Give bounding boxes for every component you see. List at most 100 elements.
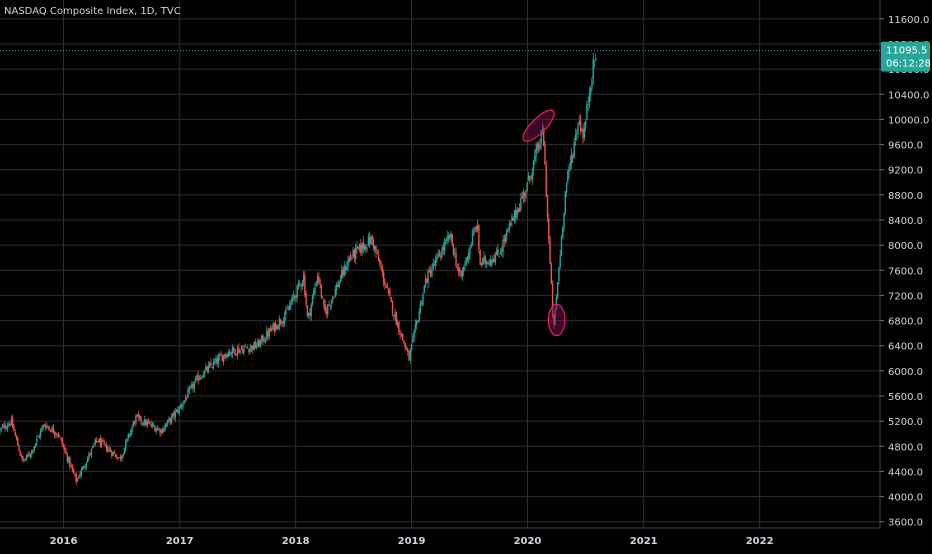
candle-body: [391, 301, 394, 314]
price-badge-countdown: 06:12:28: [886, 59, 931, 70]
candle-body: [363, 244, 366, 251]
candle-body: [269, 328, 272, 332]
candle-body: [12, 417, 14, 428]
candle-body: [520, 198, 522, 211]
candle-body: [426, 278, 428, 283]
candle-body: [70, 465, 72, 467]
candle-body: [319, 281, 321, 284]
candle-body: [211, 367, 213, 369]
candle-body: [75, 474, 77, 483]
candle-body: [456, 267, 459, 269]
candle-body: [338, 281, 340, 288]
candle-body: [144, 419, 146, 426]
candle-body: [149, 423, 151, 424]
x-tick-label: 2016: [50, 536, 78, 547]
candle-body: [551, 283, 554, 316]
candle-body: [62, 445, 65, 448]
candle-body: [545, 165, 547, 197]
candle-body: [69, 456, 71, 467]
candle-body: [200, 377, 202, 379]
candle-body: [229, 351, 231, 354]
candle-body: [288, 305, 291, 310]
candle-body: [42, 424, 44, 428]
candle-body: [577, 126, 579, 135]
candle-body: [447, 236, 450, 239]
candle-body: [188, 388, 190, 391]
candle-body: [140, 416, 142, 423]
candle-body: [493, 258, 495, 263]
y-tick-label: 8800.0: [888, 191, 923, 202]
candle-body: [559, 254, 561, 267]
candle-body: [118, 457, 121, 458]
candle-body: [382, 272, 385, 283]
candle-body: [384, 281, 386, 286]
candle-body: [194, 378, 197, 383]
candle-body: [581, 128, 583, 131]
candle-body: [230, 353, 232, 355]
candle-body: [236, 348, 239, 356]
candle-body: [51, 427, 53, 432]
candle-body: [401, 333, 404, 341]
candle-body: [531, 172, 533, 180]
candle-body: [337, 284, 339, 287]
candle-body: [537, 144, 540, 148]
candle-body: [328, 304, 330, 306]
candle-body: [266, 330, 268, 339]
candle-body: [558, 267, 560, 281]
candle-body: [591, 79, 593, 87]
candle-body: [83, 466, 85, 468]
candle-body: [227, 351, 230, 357]
candle-body: [366, 247, 368, 249]
candle-body: [263, 340, 265, 342]
candle-body: [532, 161, 535, 171]
candle-body: [47, 426, 49, 428]
candle-body: [72, 469, 75, 474]
candle-body: [349, 257, 352, 259]
candle-body: [119, 456, 122, 460]
chart-title: NASDAQ Composite Index, 1D, TVC: [4, 6, 181, 17]
candle-body: [202, 375, 204, 378]
candle-body: [169, 418, 171, 423]
candle-body: [579, 120, 582, 132]
candle-body: [244, 345, 246, 347]
candle-body: [451, 233, 453, 245]
candle-body: [56, 433, 58, 435]
candle-body: [465, 256, 467, 266]
candle-body: [593, 60, 596, 62]
candle-body: [313, 290, 315, 296]
candle-body: [0, 428, 2, 429]
candle-body: [560, 236, 563, 255]
candle-body: [203, 370, 206, 375]
candle-body: [389, 291, 391, 297]
candle-body: [437, 253, 439, 255]
candle-body: [479, 250, 481, 265]
candle-body: [241, 349, 244, 354]
candle-body: [309, 312, 311, 316]
candle-body: [464, 265, 466, 266]
candle-body: [113, 451, 116, 454]
candle-body: [315, 284, 318, 286]
candle-body: [576, 133, 578, 135]
candle-body: [127, 434, 130, 438]
candle-body: [23, 460, 25, 462]
candle-body: [305, 293, 307, 305]
candle-body: [466, 257, 469, 259]
candle-body: [294, 296, 296, 298]
candle-body: [64, 447, 66, 451]
candle-body: [226, 355, 229, 357]
candle-body: [65, 450, 67, 454]
candle-body: [220, 354, 222, 357]
candle-body: [116, 457, 118, 460]
candle-body: [255, 346, 258, 348]
price-badge-value: 11095.5: [886, 46, 927, 57]
candle-body: [438, 253, 441, 257]
candle-body: [37, 436, 39, 438]
candle-body: [529, 176, 531, 178]
candles-group: [0, 52, 597, 486]
candle-body: [506, 229, 508, 236]
low-ellipse-annotation: [547, 303, 566, 337]
candle-body: [248, 349, 250, 353]
y-tick-label: 4000.0: [888, 493, 923, 504]
